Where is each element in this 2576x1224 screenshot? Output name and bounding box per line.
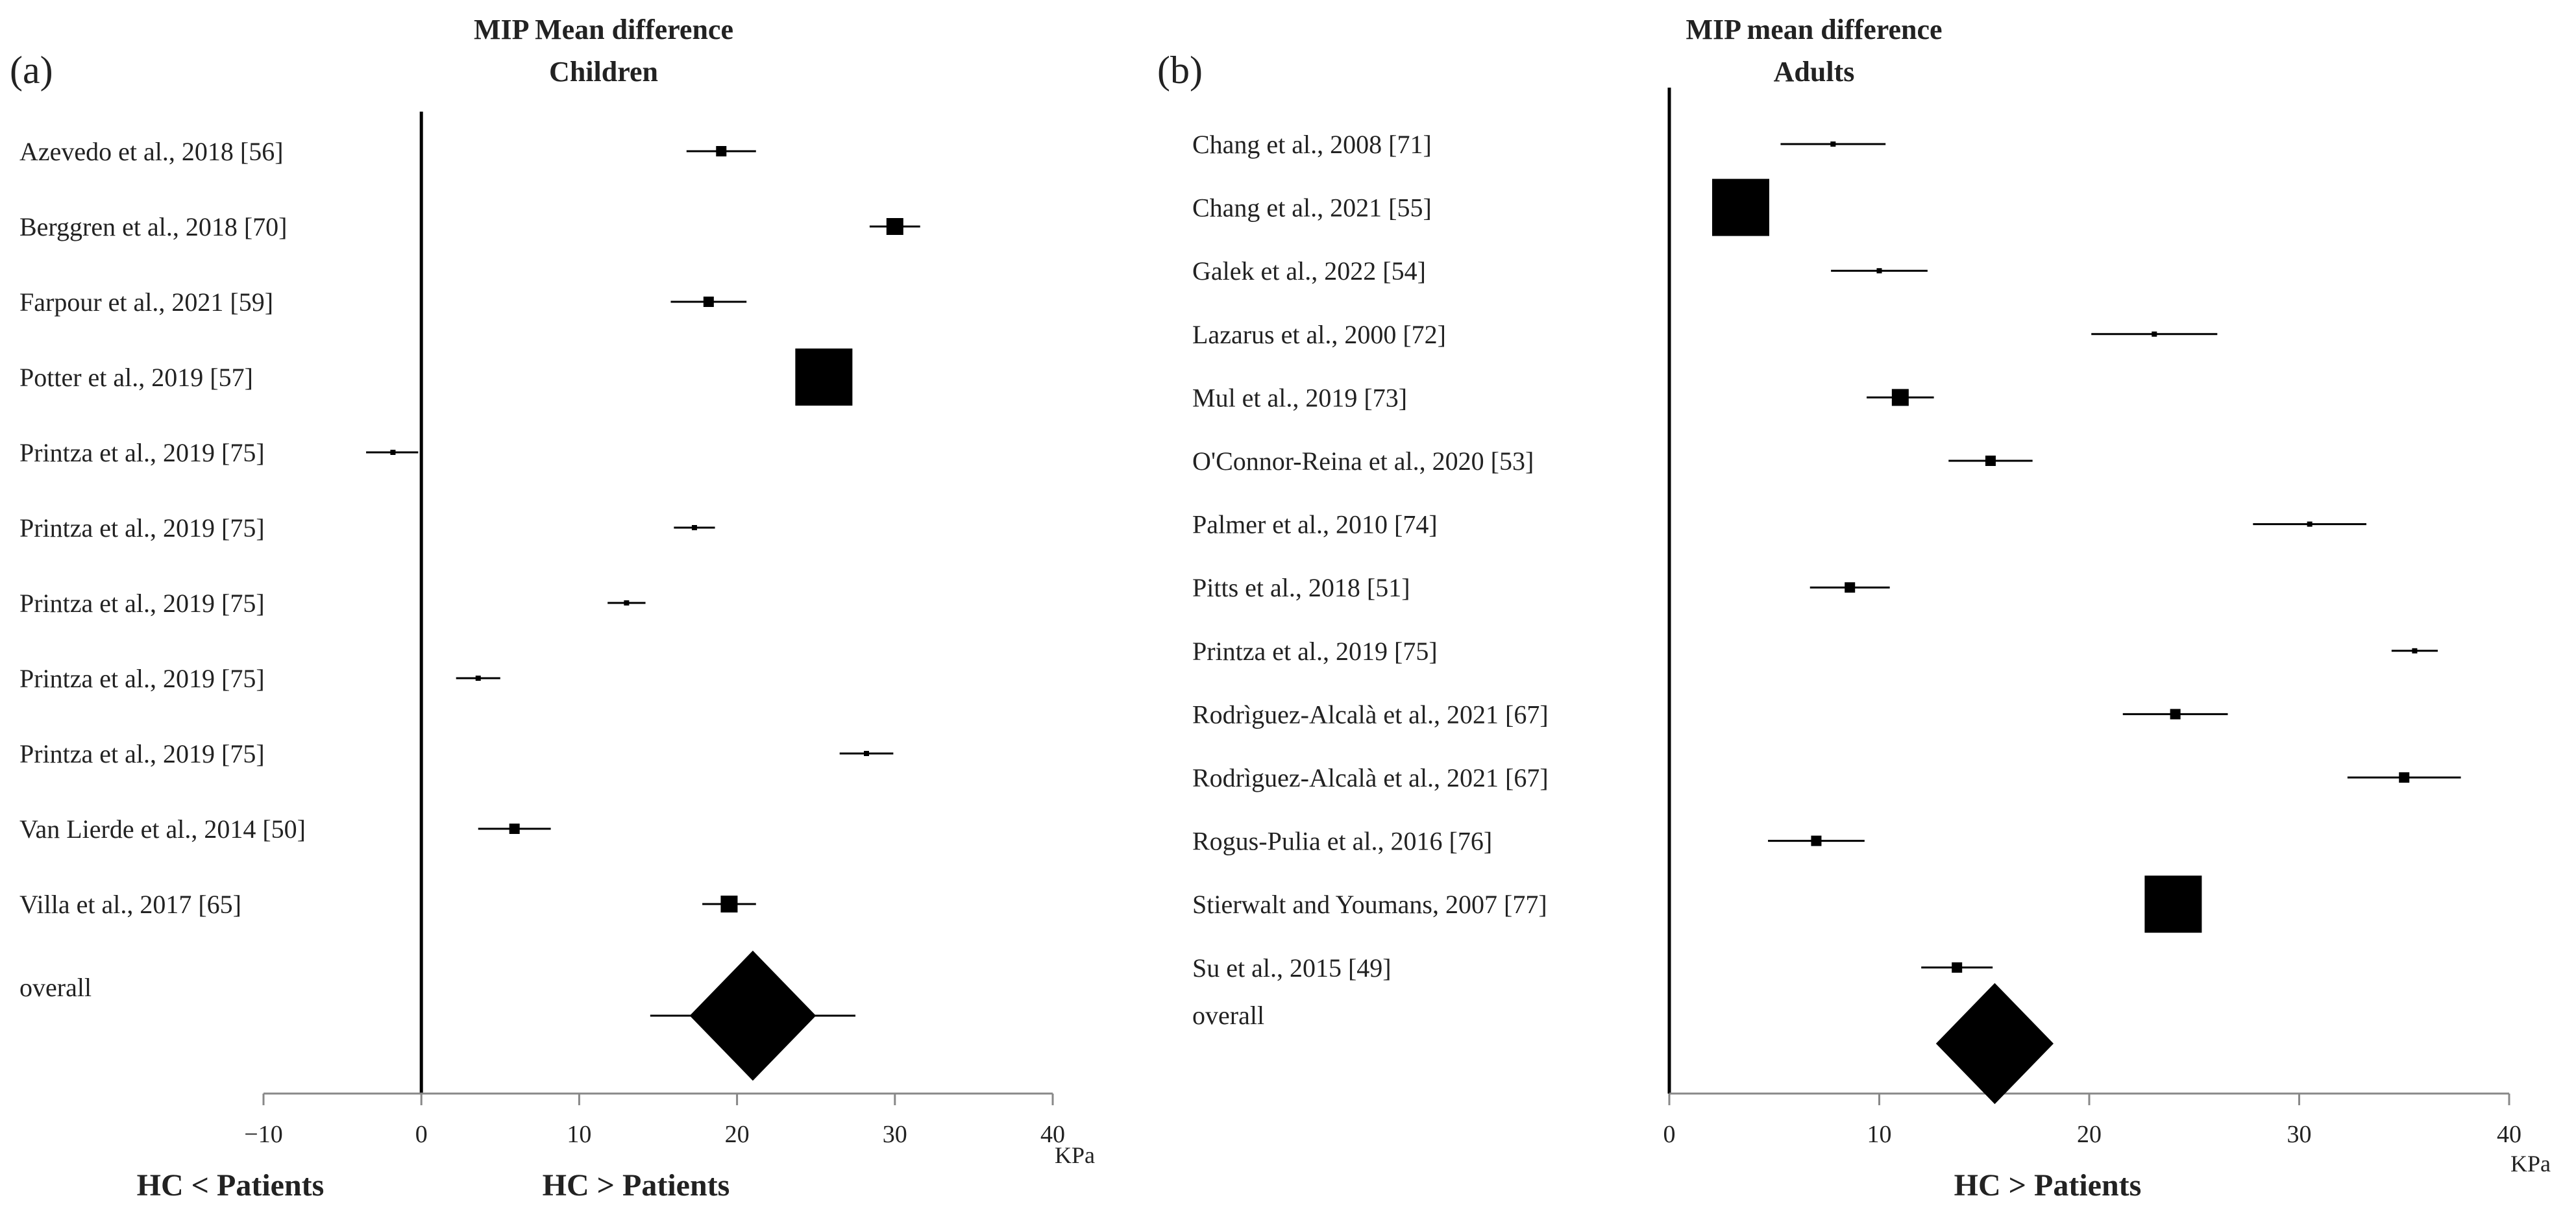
study-label: Palmer et al., 2010 [74] [1192, 510, 1438, 539]
point-estimate-marker [691, 525, 697, 530]
point-estimate-marker [390, 450, 396, 455]
overall-label: overall [1192, 1001, 1264, 1030]
study-label: Printza et al., 2019 [75] [19, 739, 265, 768]
x-tick-label: −10 [244, 1121, 282, 1148]
study-label: Printza et al., 2019 [75] [19, 589, 265, 618]
study-label: Van Lierde et al., 2014 [50] [19, 814, 306, 844]
point-estimate-marker [1952, 962, 1963, 973]
x-tick-label: 30 [883, 1121, 907, 1148]
point-estimate-marker [2170, 709, 2181, 720]
point-estimate-marker [864, 751, 870, 756]
point-estimate-marker [1891, 389, 1909, 406]
x-tick-label: 20 [725, 1121, 750, 1148]
point-estimate-marker [2399, 772, 2410, 783]
point-estimate-marker [795, 349, 853, 406]
x-tick-label: 0 [415, 1121, 428, 1148]
point-estimate-marker [2412, 648, 2418, 654]
point-estimate-marker [2307, 521, 2312, 527]
overall-label: overall [19, 973, 92, 1002]
chart-title-line: Children [549, 56, 658, 88]
study-label: Lazarus et al., 2000 [72] [1192, 320, 1446, 349]
study-label: Rodrìguez-Alcalà et al., 2021 [67] [1192, 700, 1549, 729]
study-label: Printza et al., 2019 [75] [19, 664, 265, 693]
point-estimate-marker [1711, 178, 1769, 236]
direction-label: HC > Patients [1954, 1168, 2142, 1203]
study-label: Villa et al., 2017 [65] [19, 890, 241, 919]
point-estimate-marker [1845, 582, 1856, 593]
study-label: Printza et al., 2019 [75] [1192, 637, 1438, 666]
study-label: O'Connor-Reina et al., 2020 [53] [1192, 447, 1534, 476]
study-label: Potter et al., 2019 [57] [19, 363, 253, 392]
study-label: Mul et al., 2019 [73] [1192, 383, 1407, 412]
overall-effect-diamond [1935, 983, 2054, 1105]
study-label: Berggren et al., 2018 [70] [19, 212, 287, 241]
chart-title-line: Adults [1774, 56, 1855, 88]
study-label: Chang et al., 2021 [55] [1192, 193, 1432, 223]
x-tick-label: 10 [1867, 1121, 1892, 1148]
point-estimate-marker [509, 824, 520, 834]
point-estimate-marker [886, 218, 903, 235]
study-label: Rogus-Pulia et al., 2016 [76] [1192, 827, 1492, 856]
x-tick-label: 10 [567, 1121, 591, 1148]
study-label: Galek et al., 2022 [54] [1192, 256, 1426, 286]
point-estimate-marker [716, 146, 727, 156]
panel-label: (a) [10, 49, 53, 92]
x-axis-unit-label: KPa [2510, 1151, 2551, 1177]
point-estimate-marker [1876, 268, 1882, 274]
panel-label: (b) [1157, 49, 1203, 92]
x-tick-label: 30 [2287, 1121, 2312, 1148]
x-tick-label: 20 [2077, 1121, 2102, 1148]
study-label: Su et al., 2015 [49] [1192, 953, 1392, 983]
point-estimate-marker [720, 896, 738, 912]
point-estimate-marker [475, 676, 481, 681]
study-label: Azevedo et al., 2018 [56] [19, 137, 284, 166]
x-tick-label: 0 [1663, 1121, 1676, 1148]
point-estimate-marker [2144, 875, 2202, 933]
direction-label: HC > Patients [543, 1168, 730, 1203]
x-axis-unit-label: KPa [1055, 1142, 1095, 1168]
point-estimate-marker [1985, 456, 1996, 466]
study-label: Pitts et al., 2018 [51] [1192, 573, 1410, 602]
study-label: Chang et al., 2008 [71] [1192, 130, 1432, 159]
x-tick-label: 40 [2497, 1121, 2521, 1148]
study-label: Rodrìguez-Alcalà et al., 2021 [67] [1192, 763, 1549, 792]
study-label: Printza et al., 2019 [75] [19, 438, 265, 467]
point-estimate-marker [624, 600, 630, 606]
study-label: Printza et al., 2019 [75] [19, 513, 265, 543]
chart-title-line: MIP mean difference [1686, 14, 1942, 45]
overall-effect-diamond [689, 950, 816, 1081]
direction-label: HC < Patients [137, 1168, 325, 1203]
chart-title-line: MIP Mean difference [474, 14, 733, 45]
point-estimate-marker [1830, 141, 1836, 147]
x-tick-label: 40 [1040, 1121, 1065, 1148]
point-estimate-marker [1811, 835, 1822, 846]
study-label: Farpour et al., 2021 [59] [19, 288, 273, 317]
study-label: Stierwalt and Youmans, 2007 [77] [1192, 890, 1547, 919]
point-estimate-marker [703, 297, 714, 307]
point-estimate-marker [2152, 331, 2157, 337]
